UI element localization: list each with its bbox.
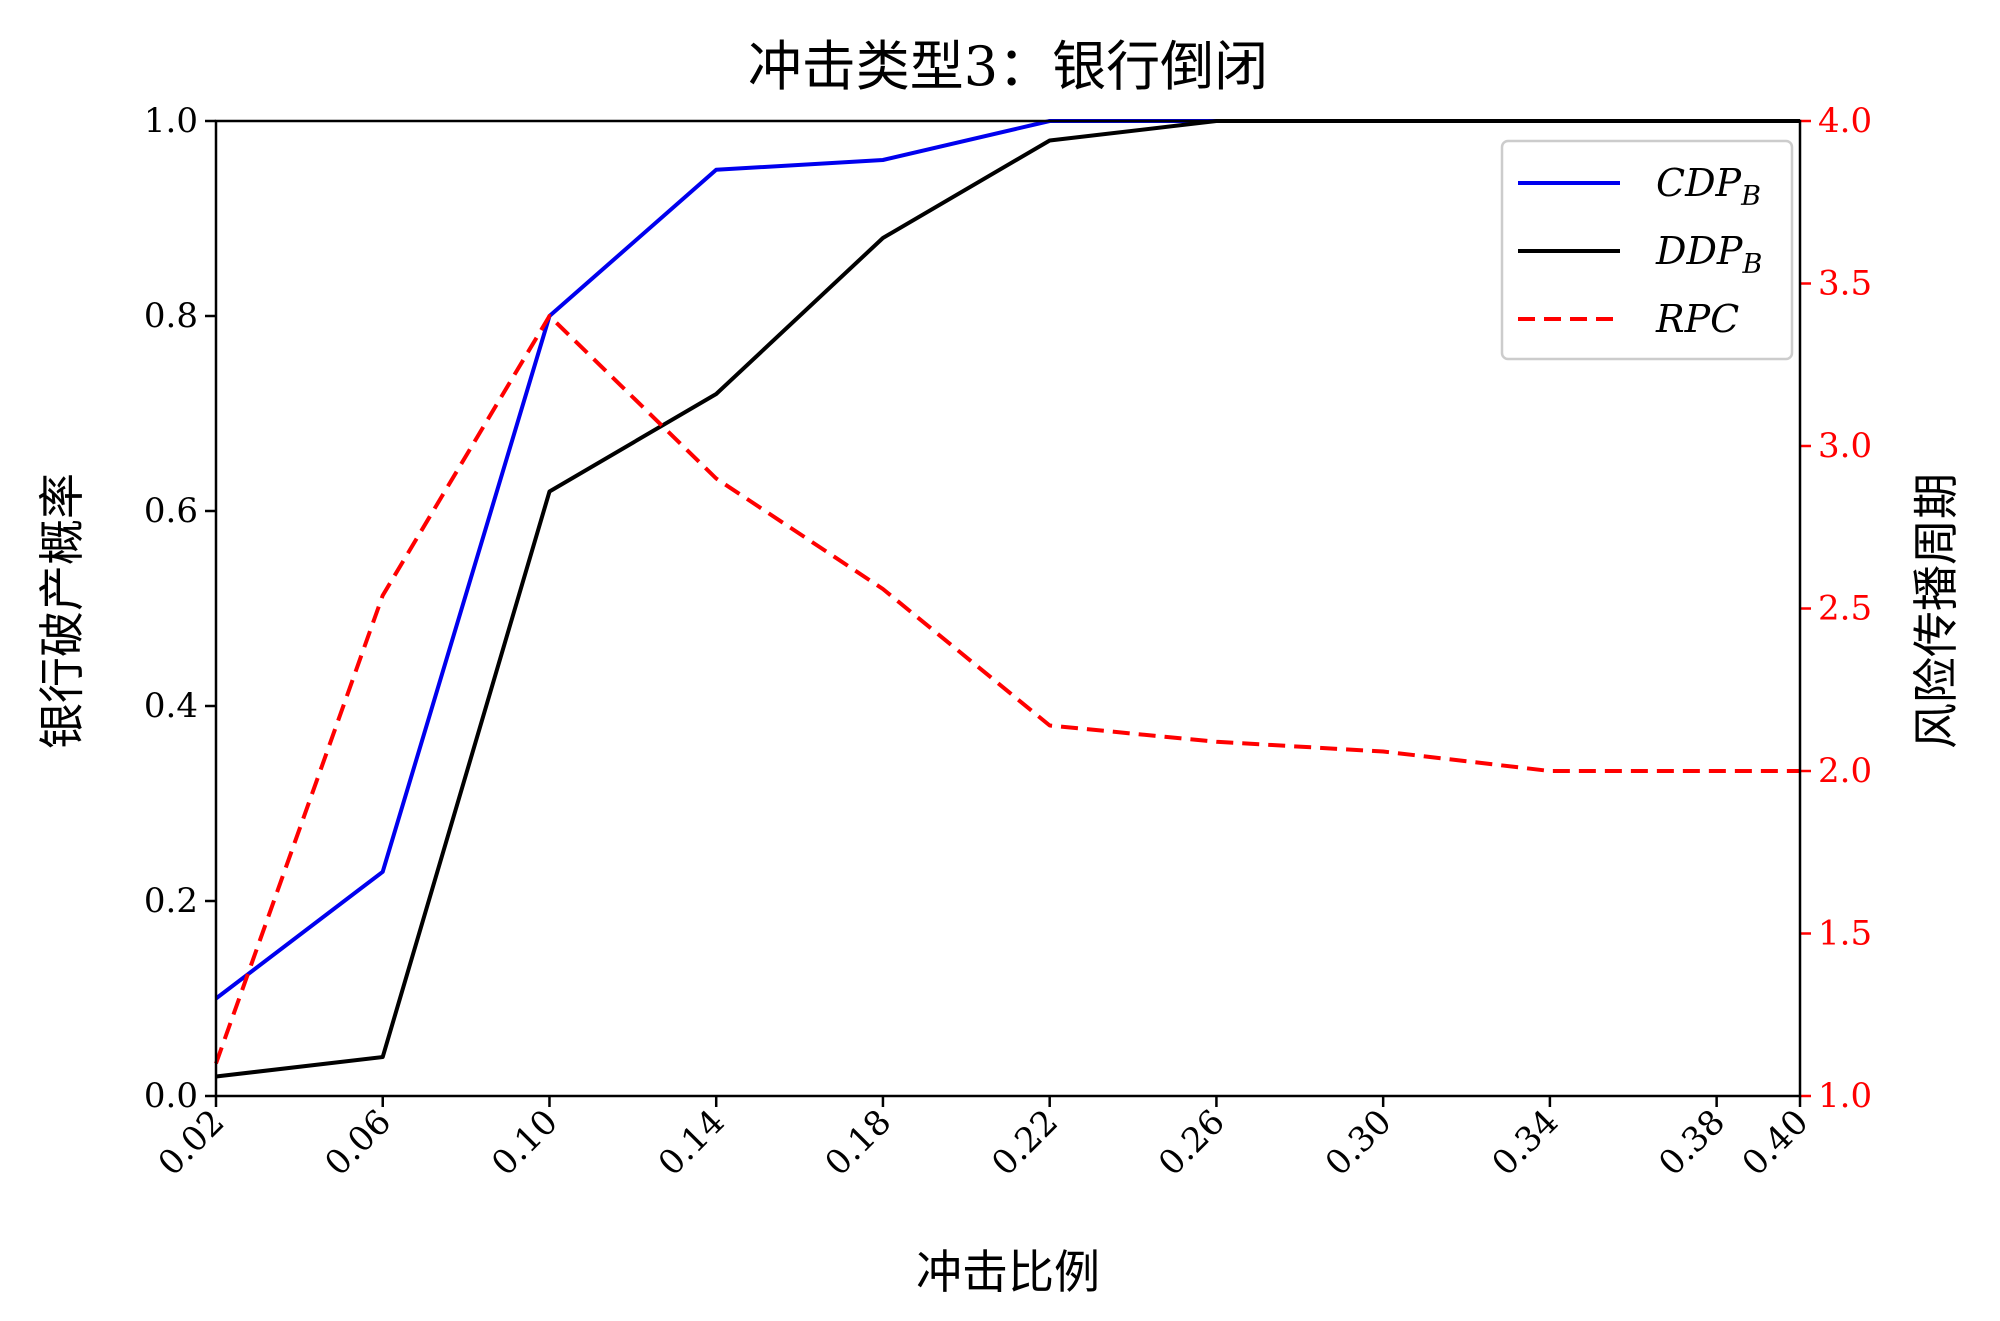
y-axis-label-left: 银行破产概率 xyxy=(35,473,89,749)
y2-tick-label: 3.0 xyxy=(1818,426,1872,466)
legend-label-ddp: DDPB xyxy=(1655,229,1762,280)
legend-label-main: DDP xyxy=(1655,229,1744,273)
series-line-rpc xyxy=(214,314,1800,1065)
legend-label-main: RPC xyxy=(1655,297,1739,341)
y-tick-label: 0.2 xyxy=(144,881,198,921)
y2-tick-label: 3.5 xyxy=(1818,264,1872,304)
legend-label-main: CDP xyxy=(1656,161,1743,205)
plot-frame xyxy=(214,119,1802,1098)
y2-tick-label: 4.0 xyxy=(1818,101,1872,141)
y-axis-label-right: 风险传播周期 xyxy=(1909,473,1963,749)
chart-title: 冲击类型3：银行倒闭 xyxy=(748,35,1268,98)
y-tick-label: 0.0 xyxy=(144,1076,198,1116)
y-tick-label: 0.8 xyxy=(144,296,198,336)
legend-label-subscript: B xyxy=(1742,249,1763,280)
legend-label-cdp: CDPB xyxy=(1656,161,1761,212)
y-tick-label: 1.0 xyxy=(144,101,198,141)
y2-tick-label: 2.5 xyxy=(1818,589,1872,629)
right-axis-ticks: 1.0 1.5 2.0 2.5 3.0 3.5 4.0 xyxy=(1800,101,1872,1116)
y2-tick-label: 2.0 xyxy=(1818,751,1872,791)
left-axis-ticks: 0.0 0.2 0.4 0.6 0.8 1.0 xyxy=(144,101,216,1116)
legend-box xyxy=(1500,139,1794,361)
y2-tick-label: 1.5 xyxy=(1818,914,1872,954)
x-axis-label: 冲击比例 xyxy=(916,1245,1100,1299)
legend-label-rpc: RPC xyxy=(1655,297,1739,341)
y-tick-label: 0.4 xyxy=(144,686,198,726)
legend-label-subscript: B xyxy=(1740,181,1761,212)
y-tick-label: 0.6 xyxy=(144,491,198,531)
y2-tick-label: 1.0 xyxy=(1818,1076,1872,1116)
